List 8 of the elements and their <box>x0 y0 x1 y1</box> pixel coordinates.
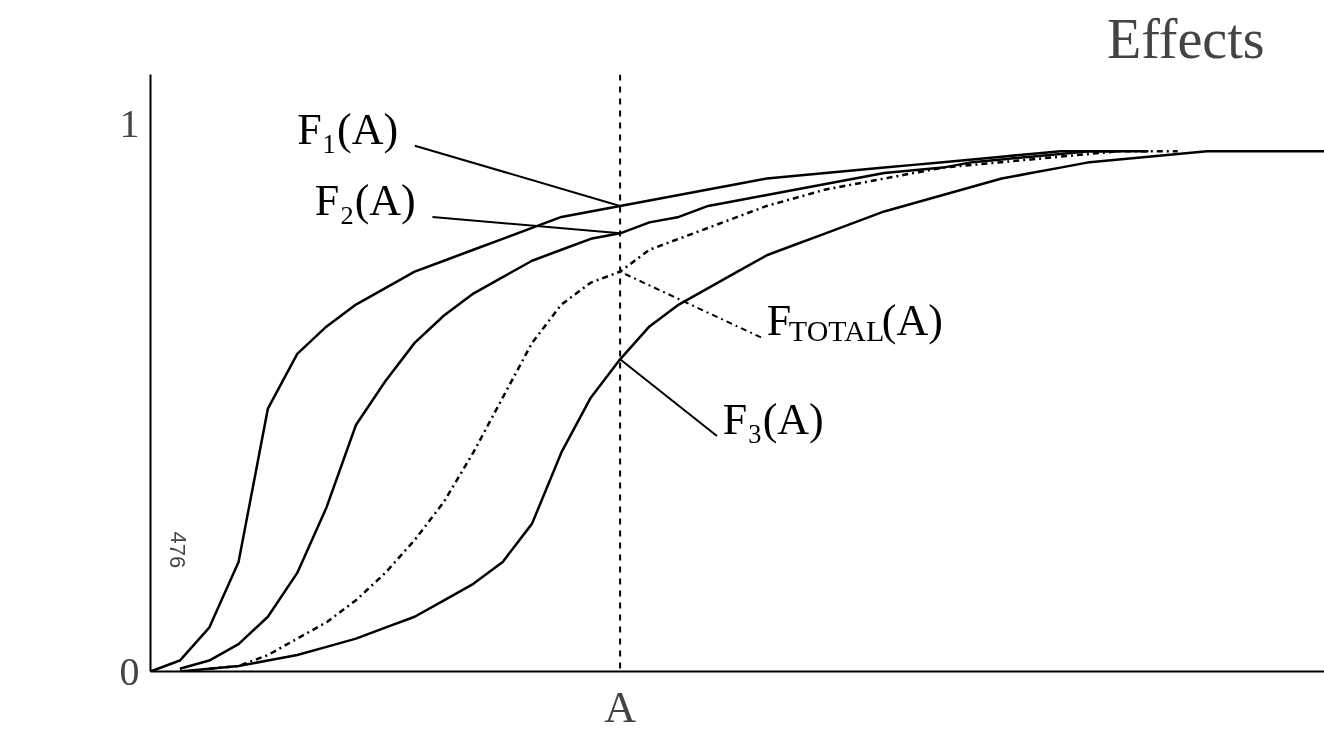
legend-label: F₃(A) <box>722 395 824 445</box>
chart-title: Effects <box>1106 7 1265 70</box>
y-tick-label: 1 <box>119 100 140 146</box>
y-tick-label: 0 <box>119 648 140 694</box>
text: F₁(A) <box>297 104 399 154</box>
x-tick-label: A <box>604 682 637 732</box>
text: F₂(A) <box>314 175 416 225</box>
annotation: 476 <box>165 531 191 569</box>
